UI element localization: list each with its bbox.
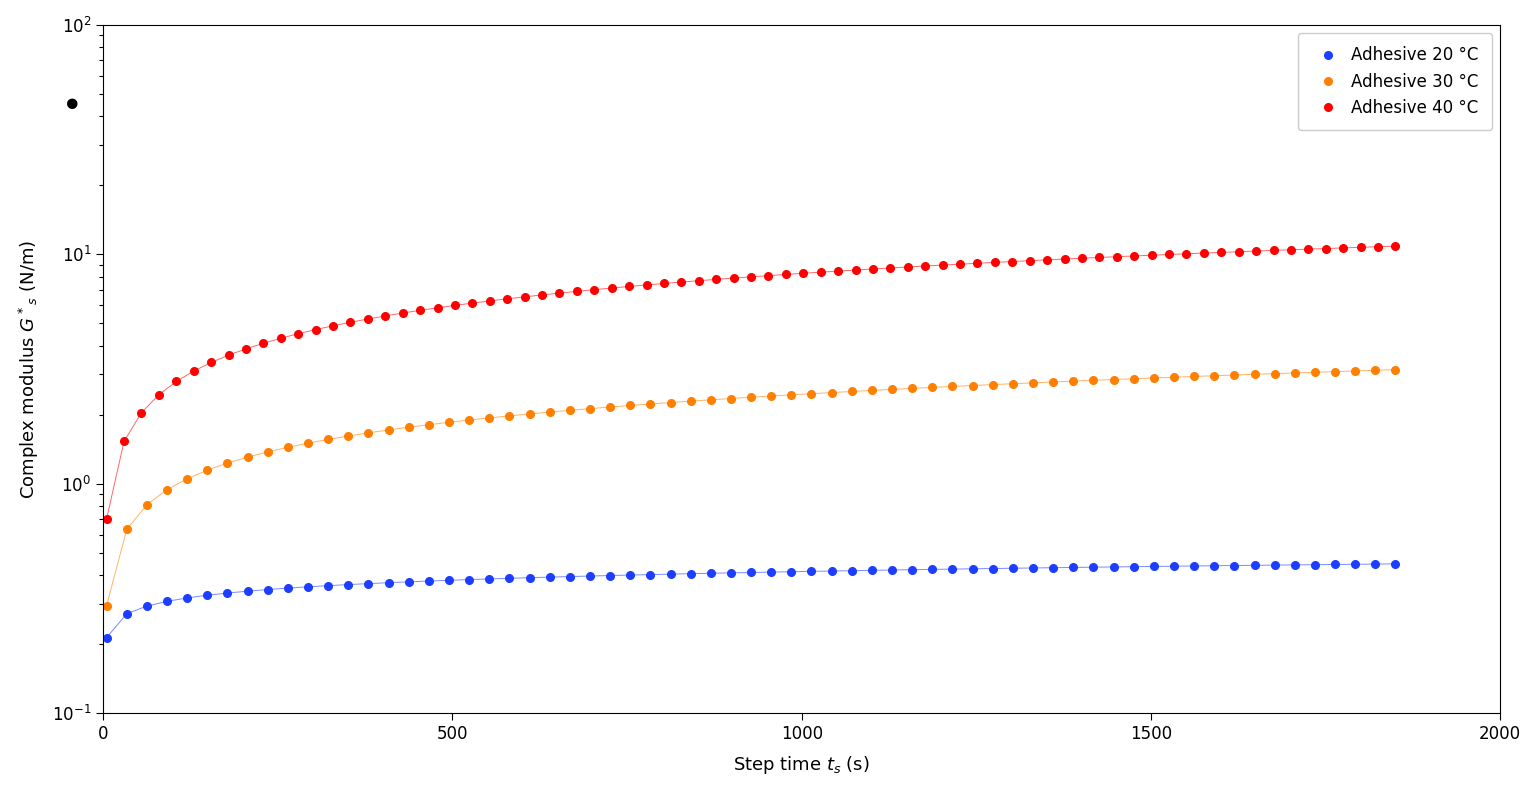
Adhesive 40 °C xyxy=(1107,252,1126,262)
Adhesive 20 °C xyxy=(1346,560,1364,569)
Adhesive 30 °C xyxy=(641,399,660,408)
Adhesive 20 °C xyxy=(1386,559,1404,569)
Adhesive 40 °C xyxy=(201,358,220,367)
Adhesive 40 °C xyxy=(1386,241,1404,251)
Adhesive 20 °C xyxy=(400,577,418,587)
Adhesive 30 °C xyxy=(400,423,418,432)
Adhesive 30 °C xyxy=(480,413,498,423)
Adhesive 40 °C xyxy=(1072,254,1090,263)
Adhesive 30 °C xyxy=(1204,371,1223,381)
Adhesive 40 °C xyxy=(97,514,115,523)
Legend: Adhesive 20 °C, Adhesive 30 °C, Adhesive 40 °C: Adhesive 20 °C, Adhesive 30 °C, Adhesive… xyxy=(1298,33,1492,130)
Adhesive 20 °C xyxy=(761,567,780,577)
Line: Adhesive 20 °C: Adhesive 20 °C xyxy=(103,560,1400,642)
Adhesive 40 °C xyxy=(1160,250,1178,259)
Y-axis label: Complex modulus $G^*{}_s$ (N/m): Complex modulus $G^*{}_s$ (N/m) xyxy=(17,239,42,499)
X-axis label: Step time $t_s$ (s): Step time $t_s$ (s) xyxy=(734,754,871,776)
Line: Adhesive 40 °C: Adhesive 40 °C xyxy=(103,243,1400,523)
Adhesive 20 °C xyxy=(97,633,115,642)
Line: Adhesive 30 °C: Adhesive 30 °C xyxy=(103,366,1400,609)
Adhesive 30 °C xyxy=(1346,366,1364,376)
Text: $\bullet$: $\bullet$ xyxy=(60,86,78,120)
Adhesive 40 °C xyxy=(1247,247,1266,256)
Adhesive 30 °C xyxy=(761,391,780,400)
Adhesive 30 °C xyxy=(97,601,115,611)
Adhesive 20 °C xyxy=(1204,561,1223,570)
Adhesive 30 °C xyxy=(1386,365,1404,374)
Adhesive 40 °C xyxy=(1124,251,1143,261)
Adhesive 20 °C xyxy=(641,570,660,580)
Adhesive 20 °C xyxy=(480,574,498,584)
